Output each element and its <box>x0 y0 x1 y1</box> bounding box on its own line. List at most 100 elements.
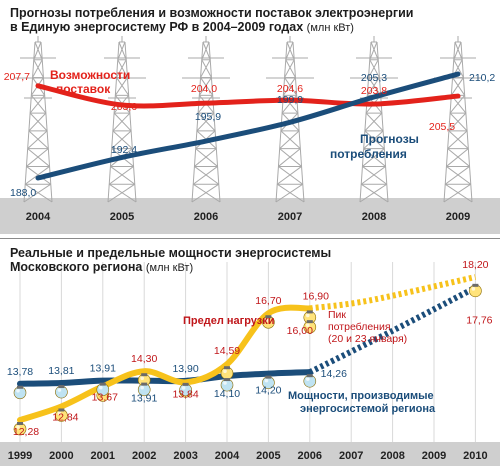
capacity-label-1: Мощности, производимые <box>288 390 434 402</box>
x-tick-2009: 2009 <box>446 211 470 223</box>
tower-brace <box>284 77 298 96</box>
tower-brace <box>444 183 473 203</box>
moscow-capacity-chart: 12,28 12,84 13,67 14,30 13,84 14,59 16,70 16,90… <box>0 232 500 466</box>
power-tower <box>350 36 398 203</box>
bulb-highlight <box>140 385 144 390</box>
bulb-highlight <box>264 378 269 383</box>
bulb-highlight <box>140 376 144 381</box>
tower-brace <box>110 166 136 185</box>
tower-brace <box>116 59 127 78</box>
tower-brace <box>447 148 470 167</box>
x-tick-2001: 2001 <box>91 450 115 462</box>
x-tick-labels: 2004 2005 2006 2007 2008 2009 <box>26 211 470 223</box>
capacity-bulb <box>55 385 68 399</box>
peak-label-3: (20 и 23 января) <box>328 333 407 345</box>
bulb-socket <box>182 382 189 386</box>
section-divider <box>0 238 500 239</box>
demand-value-label: 188,0 <box>10 187 36 199</box>
limit-bulb <box>13 422 27 436</box>
limit-value-label: 12,84 <box>52 411 78 423</box>
x-tick-2006: 2006 <box>298 450 322 462</box>
tower-brace <box>114 77 128 96</box>
tower-brace <box>194 148 217 167</box>
bulb-highlight <box>57 411 62 416</box>
supply-demand-plot: 207,7 203,6 204,0 204,6 203,8 205,5 188,0 192,4… <box>0 36 500 234</box>
tower-brace <box>24 183 53 203</box>
tower-leg <box>460 41 473 203</box>
supply-value-label: 207,7 <box>4 71 30 83</box>
tower-brace <box>285 59 296 78</box>
bulb-socket <box>17 385 23 389</box>
tower-brace <box>112 130 133 150</box>
tower-brace <box>278 166 304 185</box>
x-tick-2000: 2000 <box>49 450 73 462</box>
bulb-socket <box>58 385 65 389</box>
tower-brace <box>448 112 467 132</box>
bulb-highlight <box>223 381 227 385</box>
bulb-highlight <box>16 425 20 429</box>
power-tower <box>434 36 482 203</box>
limit-value-label: 13,67 <box>92 391 118 403</box>
bulb-highlight <box>57 388 62 392</box>
capacity-bulb <box>220 378 234 392</box>
x-tick-labels: 1999 2000 2001 2002 2003 2004 2005 2006 2007 2008… <box>8 450 488 462</box>
demand-value-label: 210,2 <box>469 72 495 84</box>
tower-brace <box>107 183 136 203</box>
tower-brace <box>362 148 385 167</box>
tower-brace <box>363 130 384 150</box>
tower-brace <box>362 166 388 185</box>
x-tick-2008: 2008 <box>380 450 404 462</box>
tower-brace <box>112 112 131 132</box>
supply-line <box>35 83 461 109</box>
bulb-socket <box>306 320 313 324</box>
supply-demand-chart: 207,7 203,6 204,0 204,6 203,8 205,5 188,0 192,4… <box>0 36 500 234</box>
capacity-value-label: 14,20 <box>255 385 281 397</box>
tower-leg <box>359 41 372 203</box>
limit-bulb <box>55 408 68 422</box>
bulb-socket <box>99 382 106 386</box>
tower-brace <box>453 59 464 78</box>
limit-series-label: Предел нагрузки <box>183 315 275 327</box>
tower-brace <box>448 130 469 150</box>
capacity-line <box>17 369 313 387</box>
chart2-title-line2: Московского региона (млн кВт) <box>10 260 193 275</box>
x-tick-2002: 2002 <box>132 450 156 462</box>
bulb-socket <box>306 374 313 378</box>
chart2-title-text: Реальные и предельные мощности энергосис… <box>10 246 332 260</box>
data-labels: 12,28 12,84 13,67 14,30 13,84 14,59 16,70 16,90… <box>7 259 493 438</box>
tower-brace <box>286 41 295 60</box>
bulb-socket <box>265 315 272 319</box>
tower-brace <box>116 77 130 96</box>
capacity-value-label: 13,81 <box>48 365 74 377</box>
x-tick-2004: 2004 <box>26 211 51 223</box>
capacity-bulb <box>262 375 275 389</box>
tower-brace <box>194 166 220 185</box>
tower-brace <box>443 183 472 203</box>
tower-brace <box>192 183 221 203</box>
x-tick-2008: 2008 <box>362 211 386 223</box>
tower-brace <box>275 183 304 203</box>
tower-brace <box>364 130 385 150</box>
peak-bulb <box>303 320 317 334</box>
data-labels: 207,7 203,6 204,0 204,6 203,8 205,5 188,0 192,4… <box>4 71 496 199</box>
forecast-bulb <box>469 283 482 298</box>
tower-brace <box>368 59 379 78</box>
tower-leg <box>208 41 221 203</box>
tower-brace <box>370 41 379 60</box>
tower-brace <box>28 130 49 150</box>
demand-series-label-2: потребления <box>330 147 407 161</box>
x-tick-2006: 2006 <box>194 211 218 223</box>
bulb-socket <box>224 378 230 382</box>
capacity-forecast-line <box>308 284 477 375</box>
x-tick-2004: 2004 <box>215 450 240 462</box>
x-tick-2007: 2007 <box>278 211 302 223</box>
capacity-bulb <box>179 382 192 397</box>
limit-value-label: 18,20 <box>462 259 488 271</box>
tower-brace <box>200 77 214 96</box>
tower-brace <box>444 166 470 185</box>
chart2-title-line1: Реальные и предельные мощности энергосис… <box>10 246 331 260</box>
x-tick-2005: 2005 <box>110 211 134 223</box>
tower-brace <box>32 59 43 78</box>
tower-brace <box>111 130 132 150</box>
chart1-title-line1: Прогнозы потребления и возможности поста… <box>10 6 413 20</box>
